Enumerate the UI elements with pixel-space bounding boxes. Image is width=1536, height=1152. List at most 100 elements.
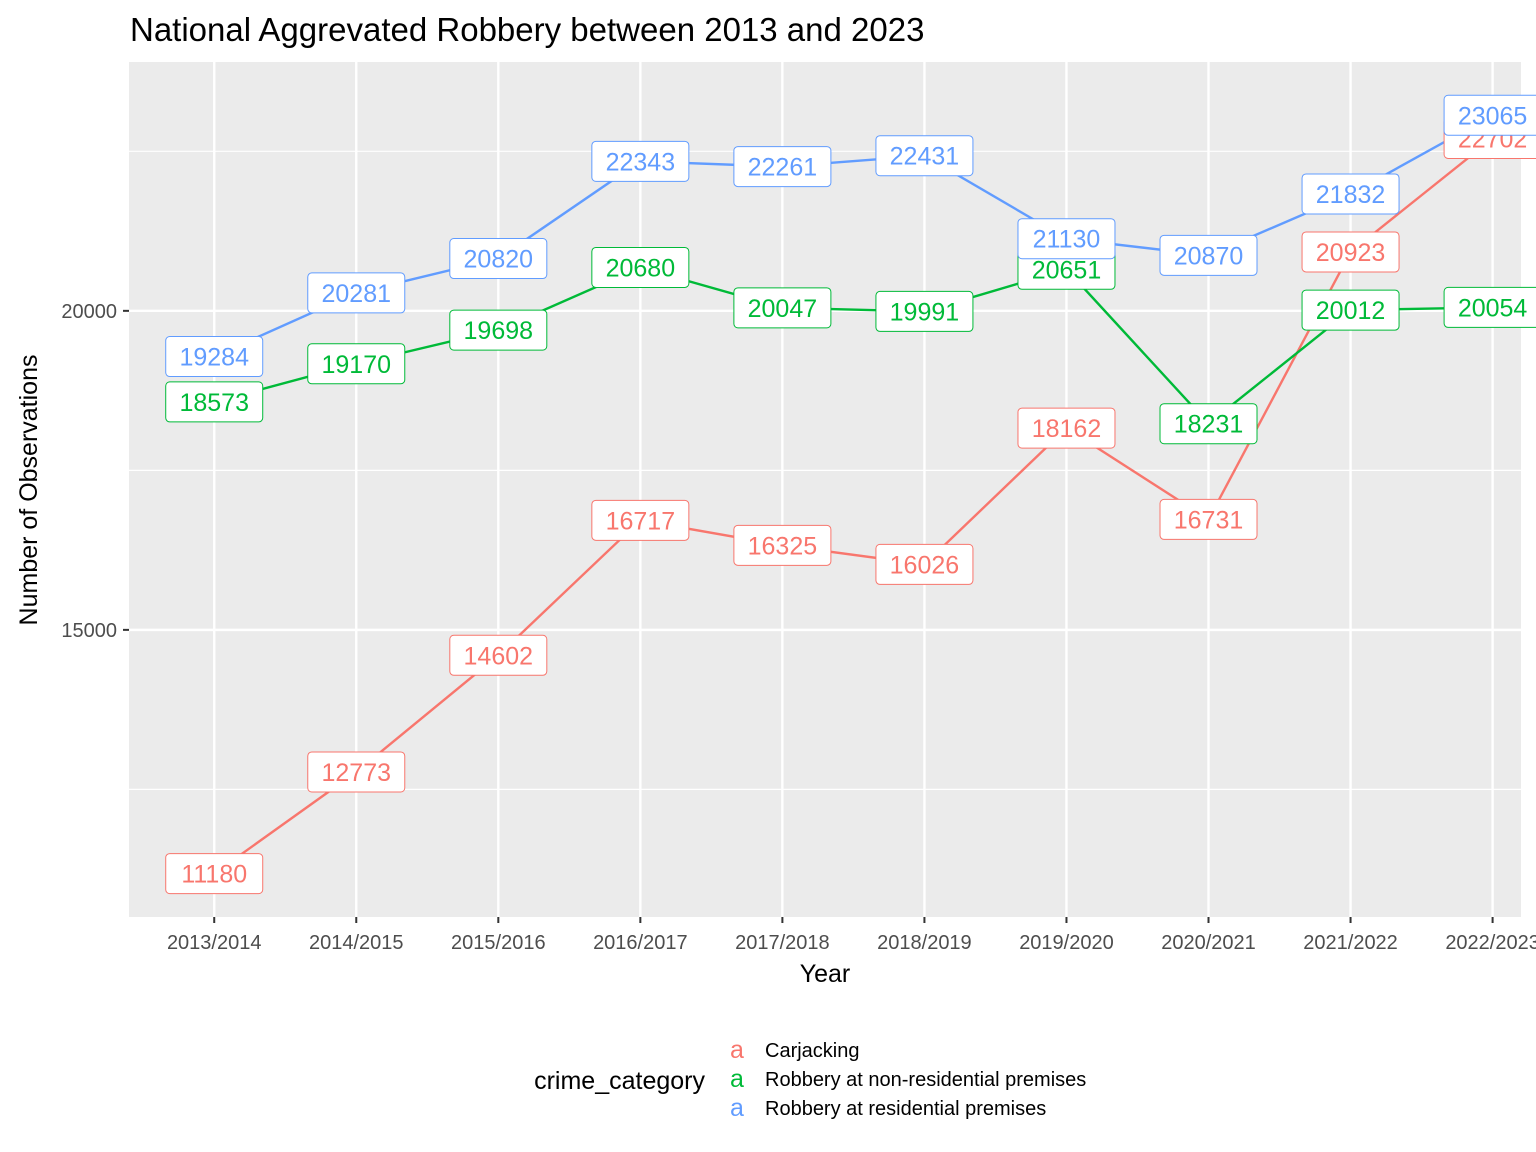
series-lines: [213, 114, 1494, 875]
y-axis: 15000 20000: [61, 301, 129, 642]
data-point-label: 19284: [165, 336, 264, 378]
data-point-label: 14602: [449, 634, 548, 676]
data-label: 20651: [1032, 256, 1102, 284]
label-box: [591, 246, 690, 288]
data-label: 16325: [748, 532, 818, 560]
data-label: 18162: [1032, 415, 1102, 443]
data-point-label: 16026: [875, 543, 974, 585]
data-point-label: 19991: [875, 290, 974, 332]
x-tick-label: 2015/2016: [451, 932, 546, 954]
label-box: [449, 634, 548, 676]
data-point-label: 22343: [591, 140, 690, 182]
data-point-label: 20680: [591, 246, 690, 288]
label-box: [307, 751, 406, 793]
data-label: 16731: [1174, 506, 1244, 534]
legend-title: crime_category: [534, 1067, 705, 1095]
label-box: [307, 343, 406, 385]
data-point-label: 20820: [449, 238, 548, 280]
label-box: [733, 287, 832, 329]
data-label: 20680: [606, 254, 676, 282]
data-point-label: 21832: [1301, 173, 1400, 215]
x-tick-label: 2018/2019: [877, 932, 972, 954]
chart-title: National Aggrevated Robbery between 2013…: [130, 11, 924, 48]
label-box: [1017, 407, 1116, 449]
label-box: [307, 272, 406, 314]
label-box: [875, 543, 974, 585]
data-label: 20820: [464, 246, 534, 274]
label-box: [165, 381, 264, 423]
data-label: 18231: [1174, 411, 1244, 439]
label-box: [1159, 403, 1258, 445]
data-label: 20054: [1458, 294, 1528, 322]
legend-entry: Robbery at residential premises: [765, 1098, 1046, 1120]
x-tick-label: 2022/2023: [1445, 932, 1536, 954]
x-tick-label: 2014/2015: [309, 932, 404, 954]
label-box: [165, 336, 264, 378]
y-tick-label: 15000: [61, 620, 117, 642]
x-tick-label: 2016/2017: [593, 932, 688, 954]
data-label: 23065: [1458, 102, 1528, 130]
x-axis-title: Year: [800, 960, 851, 988]
label-box: [449, 238, 548, 280]
data-label: 14602: [464, 642, 534, 670]
data-point-label: 20047: [733, 287, 832, 329]
label-box: [1301, 231, 1400, 273]
label-box: [875, 135, 974, 177]
data-label: 19991: [890, 298, 960, 326]
label-box: [591, 140, 690, 182]
legend-entry: Robbery at non-residential premises: [765, 1069, 1086, 1091]
data-label: 22261: [748, 154, 818, 182]
label-box: [1159, 234, 1258, 276]
y-tick-label: 20000: [61, 301, 117, 323]
x-tick-label: 2021/2022: [1303, 932, 1398, 954]
data-point-label: 21130: [1017, 218, 1116, 260]
point-labels: 11180 12773 14602 16717 16325 16026 18162 16731…: [165, 94, 1536, 895]
label-box: [875, 290, 974, 332]
data-label: 19284: [179, 344, 249, 372]
data-point-label: 18573: [165, 381, 264, 423]
label-box: [1017, 218, 1116, 260]
label-box: [1159, 498, 1258, 540]
label-box: [591, 499, 690, 541]
legend-key: a: [730, 1065, 744, 1093]
data-label: 22343: [606, 148, 676, 176]
data-point-label: 20923: [1301, 231, 1400, 273]
data-label: 20012: [1316, 297, 1386, 325]
label-box: [1443, 94, 1536, 136]
data-point-label: 18231: [1159, 403, 1258, 445]
data-label: 19170: [321, 351, 391, 379]
label-box: [733, 524, 832, 566]
series-line: [213, 137, 1494, 875]
legend-key: a: [730, 1036, 744, 1064]
data-point-label: 19170: [307, 343, 406, 385]
data-point-label: 23065: [1443, 94, 1536, 136]
data-point-label: 12773: [307, 751, 406, 793]
data-label: 22431: [890, 143, 960, 171]
label-box: [1443, 286, 1536, 328]
series-line: [213, 266, 1493, 426]
grid-lines: [129, 62, 1521, 917]
x-tick-label: 2020/2021: [1161, 932, 1256, 954]
data-point-label: 19698: [449, 309, 548, 351]
data-point-label: 20281: [307, 272, 406, 314]
series-line: [213, 114, 1494, 358]
data-label: 21130: [1033, 226, 1101, 254]
data-point-label: 16731: [1159, 498, 1258, 540]
data-label: 16026: [890, 551, 960, 579]
label-box: [165, 853, 264, 895]
data-point-label: 22431: [875, 135, 974, 177]
label-box: [1301, 173, 1400, 215]
legend: crime_category a Carjacking a Robbery at no…: [534, 1036, 1086, 1122]
data-point-label: 18162: [1017, 407, 1116, 449]
data-point-label: 20012: [1301, 289, 1400, 331]
data-label: 20923: [1316, 239, 1386, 267]
x-tick-label: 2019/2020: [1019, 932, 1114, 954]
data-label: 16717: [606, 507, 676, 535]
data-point-label: 16325: [733, 524, 832, 566]
data-label: 18573: [179, 389, 249, 417]
data-point-label: 22261: [733, 146, 832, 188]
data-point-label: 16717: [591, 499, 690, 541]
data-label: 21832: [1316, 181, 1386, 209]
x-tick-label: 2017/2018: [735, 932, 830, 954]
